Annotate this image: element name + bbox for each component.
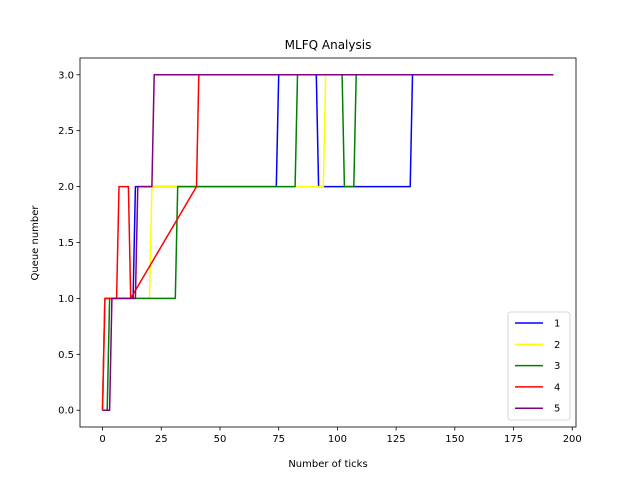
x-tick-label: 125 [387,434,406,445]
x-tick-label: 0 [99,434,105,445]
plot-area [80,58,576,427]
x-axis-ticks: 0 25 50 75 100 125 150 175 200 [99,427,582,445]
x-tick-label: 175 [504,434,523,445]
legend: 1 2 3 4 5 [507,311,571,421]
x-tick-label: 200 [563,434,582,445]
y-axis-ticks: 0.0 0.5 1.0 1.5 2.0 2.5 3.0 [58,70,80,417]
legend-label-1: 1 [554,319,560,330]
legend-label-2: 2 [554,340,560,351]
series-layer [101,74,554,411]
series-line-3 [102,74,554,411]
series-line-5 [102,74,554,411]
y-axis-label: Queue number [30,205,41,281]
y-tick-label: 1.5 [58,238,74,249]
x-tick-label: 25 [155,434,168,445]
legend-label-3: 3 [554,361,560,372]
y-tick-label: 0.0 [58,406,74,417]
series-line-4 [101,74,554,411]
y-tick-label: 2.0 [58,182,74,193]
x-tick-label: 150 [445,434,464,445]
y-tick-label: 3.0 [58,70,74,81]
x-tick-label: 50 [214,434,227,445]
chart-title: MLFQ Analysis [285,38,372,52]
x-axis-label: Number of ticks [288,459,367,470]
legend-label-5: 5 [554,404,560,415]
x-tick-label: 100 [328,434,347,445]
y-tick-label: 0.5 [58,350,74,361]
y-tick-label: 2.5 [58,126,74,137]
legend-label-4: 4 [554,382,560,393]
y-tick-label: 1.0 [58,294,74,305]
x-tick-label: 75 [272,434,285,445]
